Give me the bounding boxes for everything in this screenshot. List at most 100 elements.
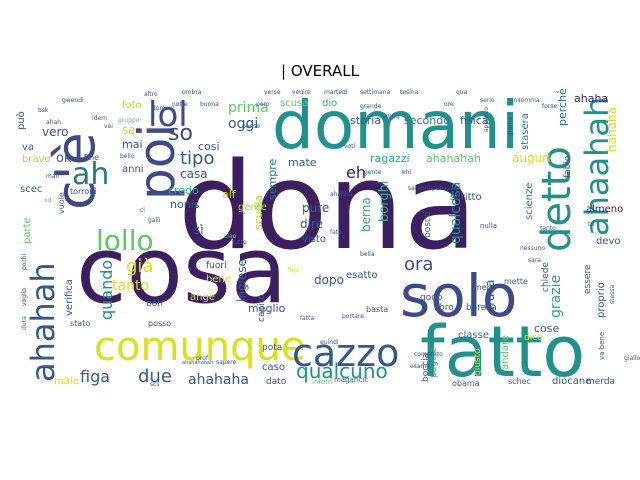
cloud-word: quindi (320, 339, 339, 346)
cloud-word: eh (346, 163, 366, 182)
cloud-word: sara (528, 257, 541, 264)
cloud-word: tu (588, 221, 594, 228)
cloud-word: scusa (280, 98, 308, 109)
cloud-word: berna (359, 197, 373, 232)
cloud-word: obama (452, 379, 480, 388)
cloud-word: fatto (420, 311, 585, 393)
cloud-word: libro (434, 303, 454, 313)
cloud-word: ahahha (330, 191, 353, 198)
cloud-word: qua (456, 89, 468, 96)
cloud-word: ahahah (24, 262, 62, 382)
cloud-word: lol (148, 95, 188, 135)
cloud-word: pensavo (432, 185, 458, 192)
cloud-word: auguri (512, 151, 550, 165)
cloud-word: vero (42, 125, 69, 139)
cloud-word: ahaha (574, 92, 608, 105)
cloud-word: mate (288, 156, 317, 169)
cloud-word: detto (534, 146, 580, 252)
cloud-word: fate (330, 229, 342, 236)
cloud-word: scec (20, 184, 42, 195)
cloud-word: tanto (112, 278, 149, 294)
cloud-word: qualcosa (448, 182, 464, 244)
cloud-word: secondo (404, 114, 450, 127)
cloud-word: ora (404, 254, 433, 275)
cloud-word: hahaha (605, 107, 619, 152)
cloud-word: ore (444, 101, 454, 108)
cloud-word: tempo (380, 113, 400, 120)
cloud-word: scritto (450, 192, 482, 203)
cloud-word: ahaahah (578, 97, 616, 236)
cloud-word: va (22, 142, 34, 153)
cloud-word: prima (228, 100, 269, 116)
cloud-word: forse (542, 103, 557, 110)
cloud-word: quando (97, 260, 116, 320)
cloud-word: ah (72, 157, 109, 192)
cloud-word: ragazzi (370, 152, 410, 165)
cloud-word: può (15, 111, 27, 130)
cloud-word: tipo (180, 148, 215, 169)
cloud-word: c'è (44, 132, 107, 210)
cloud-word: inglese (235, 259, 249, 302)
cloud-word: esatto (346, 270, 377, 281)
cloud-word: sapere (216, 359, 237, 366)
cloud-word: classe (458, 330, 489, 341)
cloud-word: foto (122, 100, 142, 111)
cloud-word: fisica (460, 114, 489, 127)
cloud-word: storia (350, 114, 381, 127)
cloud-word: dura (21, 316, 28, 330)
cloud-word: figa (80, 367, 110, 386)
cloud-word: cosi (198, 140, 220, 153)
cloud-word: vuole (57, 192, 66, 214)
cloud-word: xd (44, 197, 52, 204)
cloud-word: merda (586, 377, 615, 387)
cloud-word: inferri (312, 378, 333, 386)
cloud-word: lollo (96, 224, 154, 257)
cloud-word: esame (410, 363, 430, 370)
cloud-word: dato (266, 377, 287, 387)
cloud-word: pure (302, 201, 329, 215)
cloud-word: caso (262, 362, 285, 373)
cloud-word: pero (256, 101, 270, 108)
cloud-word: settimana (360, 89, 391, 96)
cloud-word: prof (196, 355, 209, 362)
cloud-word: buona (200, 101, 219, 108)
cloud-word: boh (146, 299, 163, 309)
cloud-word: solo (400, 262, 517, 330)
cloud-word: gruppo (118, 117, 140, 124)
cloud-word: scienze (524, 183, 535, 220)
cloud-word: ehi (402, 169, 411, 176)
cloud-word: anni (122, 164, 144, 175)
cloud-word: figo (288, 267, 300, 274)
cloud-word: fine (84, 153, 99, 162)
cloud-word: nessuno (520, 245, 545, 252)
cloud-word: perchè (556, 88, 569, 126)
cloud-word: altro (144, 91, 158, 98)
cloud-word: qualcuno (296, 359, 388, 383)
cloud-word: già (126, 256, 153, 277)
cloud-word: borella (466, 303, 497, 313)
cloud-word: mai (122, 138, 143, 151)
cloud-word: gente (364, 169, 382, 176)
cloud-word: torroni (70, 187, 96, 196)
cloud-word: giusto (473, 348, 483, 376)
cloud-word: dona (178, 138, 477, 277)
cloud-word: chiede (541, 262, 551, 292)
cloud-word: voglio (21, 288, 28, 306)
cloud-word: voti (344, 143, 356, 150)
cloud-word: bravo (22, 154, 51, 165)
cloud-word: pochi (21, 253, 28, 270)
cloud-word: bosco (423, 211, 433, 238)
cloud-word: tesina (400, 89, 419, 96)
cloud-word: tanto (540, 225, 556, 232)
cloud-word: alf (222, 188, 237, 201)
cloud-word: notte (172, 101, 188, 108)
cloud-word: stato (70, 319, 90, 328)
cloud-word: visto (302, 234, 326, 245)
cloud-word: ci (140, 207, 145, 214)
cloud-word: due (138, 366, 172, 387)
cloud-word: bello (120, 153, 135, 160)
cloud-word: andare (500, 335, 511, 370)
cloud-word: sa (122, 123, 136, 137)
cloud-word: cazzo (292, 331, 399, 375)
